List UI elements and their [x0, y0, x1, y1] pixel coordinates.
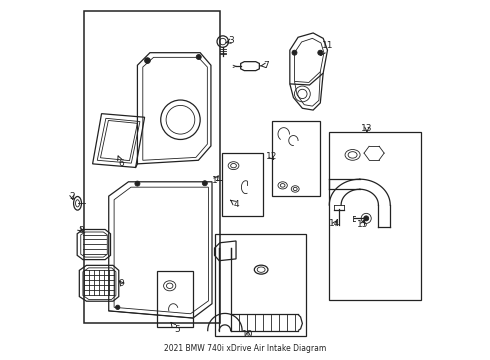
Text: 13: 13	[361, 123, 373, 132]
Bar	[84, 12, 220, 323]
Text: 4: 4	[230, 200, 239, 209]
Text: 8: 8	[77, 226, 84, 235]
Bar	[215, 234, 306, 336]
Circle shape	[292, 50, 297, 55]
Text: 5: 5	[171, 322, 180, 334]
Text: 11: 11	[321, 41, 333, 55]
Text: 7: 7	[261, 61, 270, 70]
Bar	[221, 153, 263, 216]
Circle shape	[196, 54, 201, 59]
Bar	[272, 121, 320, 196]
Text: 1: 1	[212, 176, 219, 185]
Circle shape	[135, 181, 140, 186]
Text: 12: 12	[266, 152, 277, 161]
Text: 3: 3	[226, 36, 234, 45]
Text: 10: 10	[242, 330, 254, 339]
Text: 2: 2	[70, 192, 75, 201]
Text: 15: 15	[357, 220, 368, 229]
Circle shape	[318, 50, 323, 55]
Bar	[157, 271, 193, 327]
Circle shape	[364, 216, 368, 221]
Text: 2021 BMW 740i xDrive Air Intake Diagram: 2021 BMW 740i xDrive Air Intake Diagram	[164, 344, 326, 353]
Circle shape	[145, 58, 150, 63]
Circle shape	[202, 181, 207, 186]
Text: 9: 9	[119, 279, 124, 288]
Text: 6: 6	[118, 156, 124, 168]
Text: 14: 14	[329, 219, 341, 228]
Bar	[329, 132, 421, 300]
Circle shape	[116, 305, 120, 310]
